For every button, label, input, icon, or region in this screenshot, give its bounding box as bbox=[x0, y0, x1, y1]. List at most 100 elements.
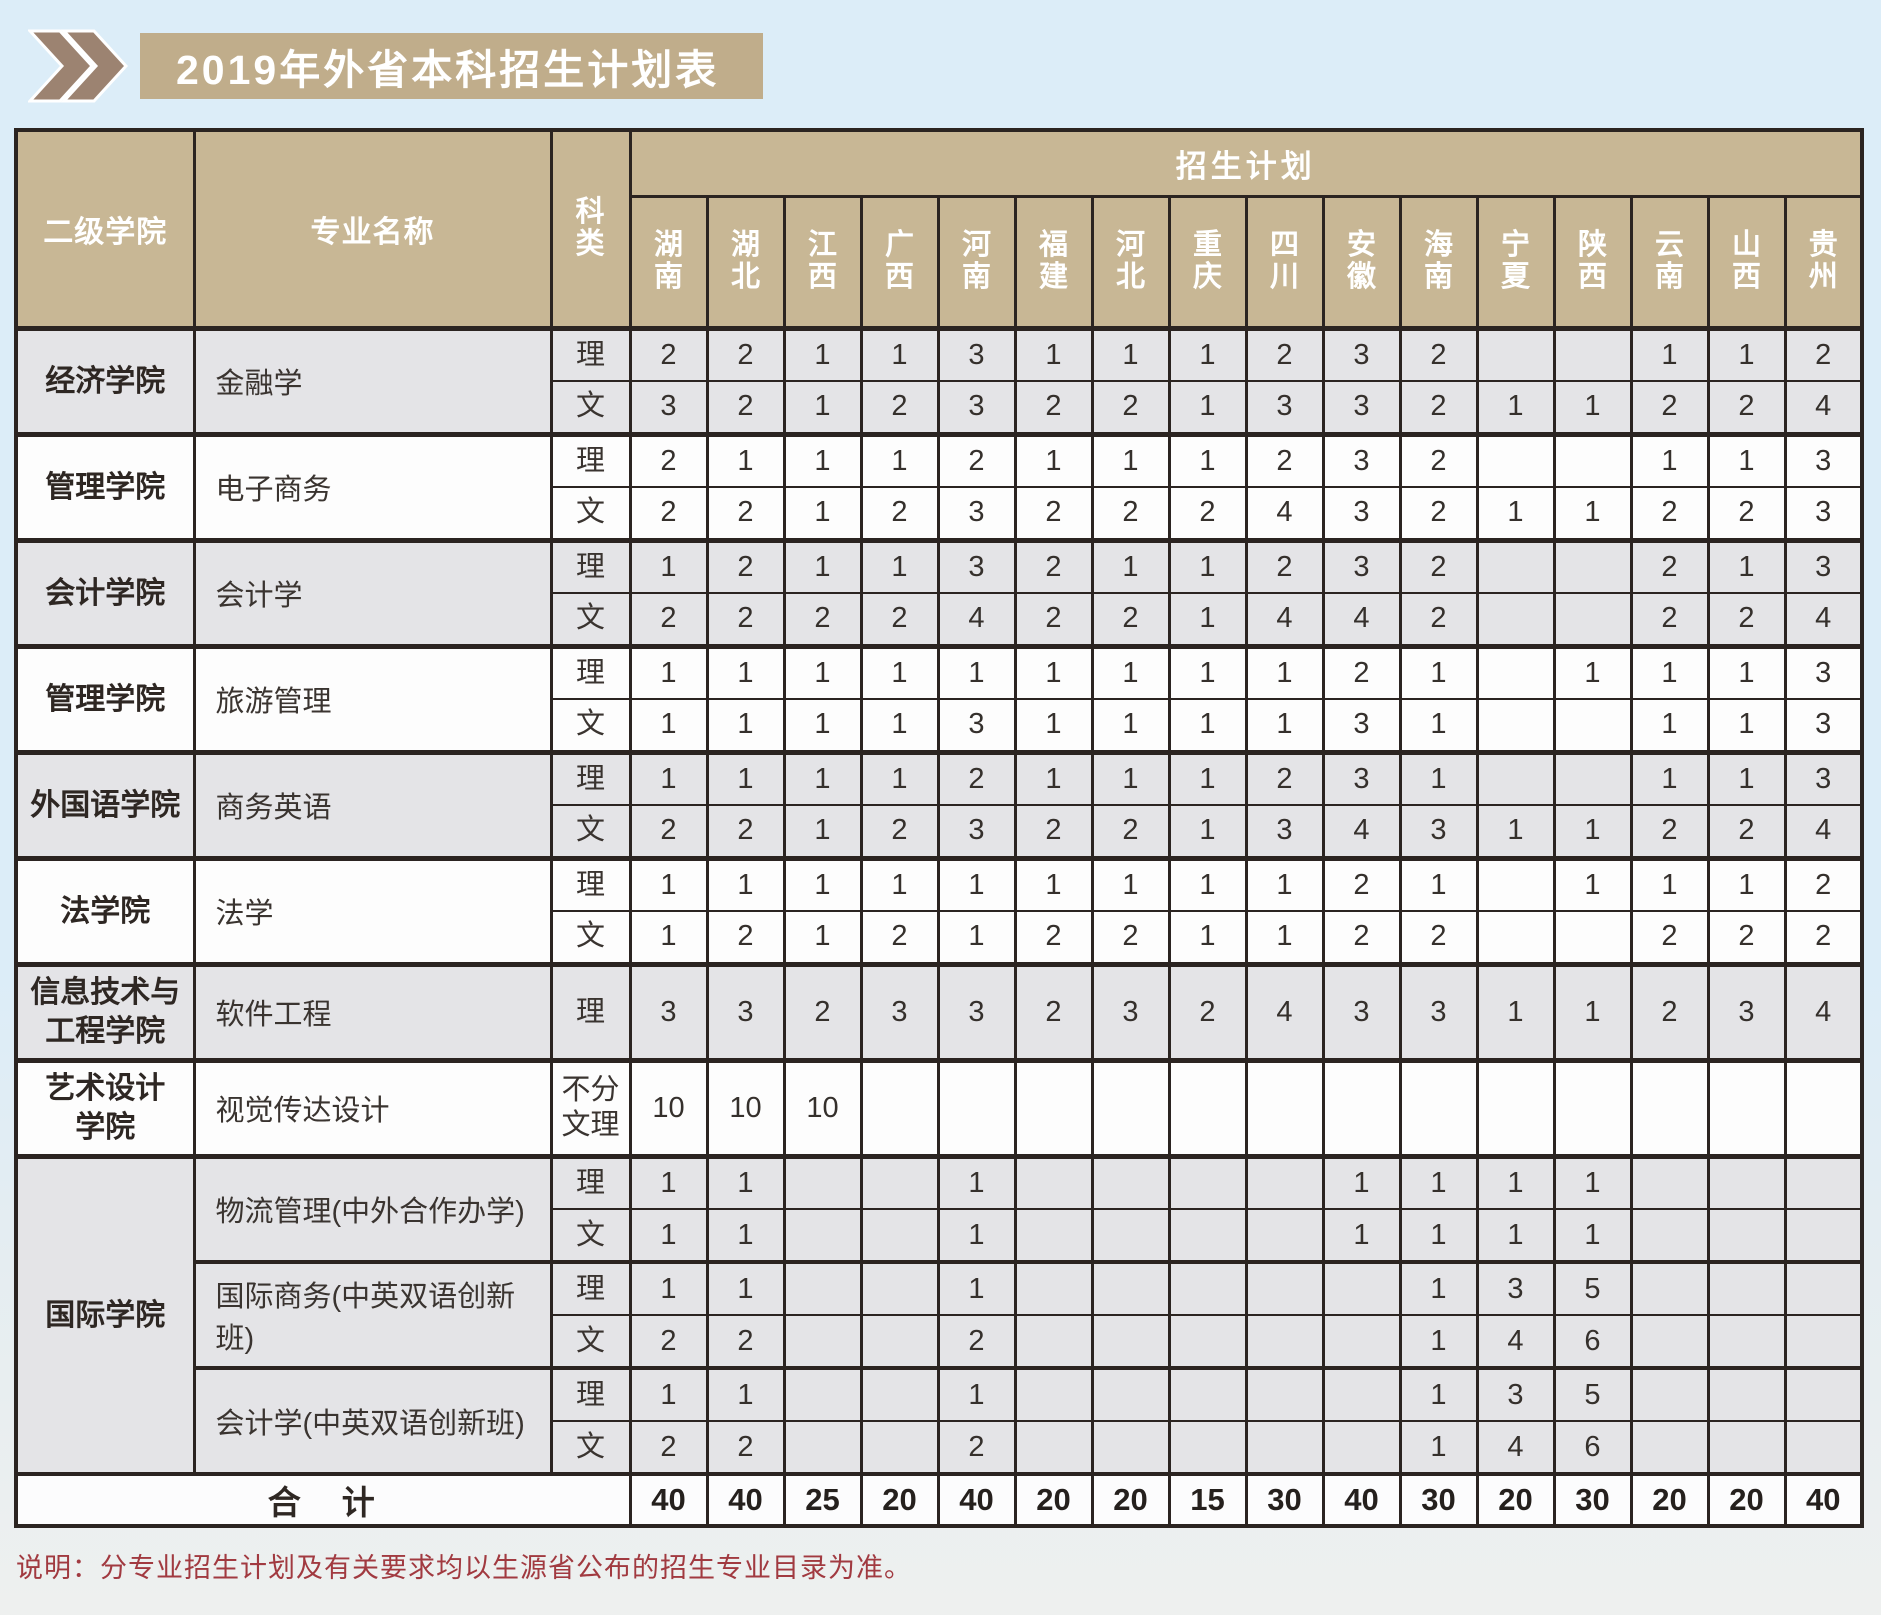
value-cell: 3 bbox=[1783, 698, 1864, 753]
value-cell bbox=[782, 1366, 863, 1422]
value-cell bbox=[1321, 1314, 1402, 1369]
value-cell bbox=[1013, 1366, 1094, 1422]
value-cell: 1 bbox=[1013, 698, 1094, 753]
value-cell bbox=[1706, 1260, 1787, 1316]
college-cell: 会计学院 bbox=[14, 537, 196, 647]
value-cell: 2 bbox=[1013, 486, 1094, 541]
value-cell: 3 bbox=[1398, 804, 1479, 859]
value-cell: 2 bbox=[1629, 910, 1710, 965]
value-cell bbox=[1013, 1420, 1094, 1475]
value-cell: 1 bbox=[936, 1153, 1017, 1210]
value-cell bbox=[1244, 1420, 1325, 1475]
value-cell bbox=[1783, 1420, 1864, 1475]
value-cell bbox=[859, 1208, 940, 1263]
major-cell: 旅游管理 bbox=[192, 643, 553, 753]
province-header: 福建 bbox=[1013, 194, 1094, 331]
value-cell: 3 bbox=[705, 961, 786, 1061]
total-cell: 20 bbox=[1013, 1472, 1094, 1527]
college-cell: 信息技术与 工程学院 bbox=[14, 961, 196, 1061]
value-cell bbox=[1629, 1314, 1710, 1369]
major-cell: 会计学 bbox=[192, 537, 553, 647]
enrollment-plan-table: 二级学院 专业名称 科类 招生计划 湖南湖北江西广西河南福建河北重庆四川安徽海南… bbox=[14, 128, 1864, 1528]
value-cell: 2 bbox=[1398, 537, 1479, 594]
value-cell: 2 bbox=[1398, 486, 1479, 541]
value-cell bbox=[1090, 1314, 1171, 1369]
value-cell: 2 bbox=[859, 804, 940, 859]
major-cell: 商务英语 bbox=[192, 749, 553, 859]
value-cell: 1 bbox=[782, 537, 863, 594]
value-cell bbox=[1167, 1208, 1248, 1263]
value-cell: 1 bbox=[782, 380, 863, 435]
value-cell: 10 bbox=[705, 1057, 786, 1157]
value-cell: 1 bbox=[1090, 643, 1171, 700]
value-cell: 3 bbox=[1244, 804, 1325, 859]
value-cell: 1 bbox=[936, 1260, 1017, 1316]
category-cell: 文 bbox=[549, 804, 632, 859]
category-cell: 文 bbox=[549, 486, 632, 541]
value-cell: 3 bbox=[1475, 1366, 1556, 1422]
value-cell: 1 bbox=[705, 431, 786, 488]
value-cell: 2 bbox=[1629, 486, 1710, 541]
category-cell: 文 bbox=[549, 380, 632, 435]
major-cell: 会计学(中英双语创新班) bbox=[192, 1366, 553, 1475]
total-cell: 15 bbox=[1167, 1472, 1248, 1527]
value-cell bbox=[1090, 1208, 1171, 1263]
value-cell: 3 bbox=[1321, 431, 1402, 488]
value-cell: 1 bbox=[705, 749, 786, 806]
value-cell bbox=[1552, 698, 1633, 753]
total-cell: 40 bbox=[1321, 1472, 1402, 1527]
value-cell: 1 bbox=[705, 1260, 786, 1316]
value-cell: 1 bbox=[1167, 431, 1248, 488]
table-row: 外国语学院 商务英语理 1 1 1 1 2 1 1 1 2 3 1 1 1 3 bbox=[14, 749, 1864, 859]
value-cell bbox=[936, 1057, 1017, 1157]
college-cell: 法学院 bbox=[14, 855, 196, 965]
value-cell bbox=[1244, 1153, 1325, 1210]
value-cell: 2 bbox=[705, 486, 786, 541]
province-header: 海南 bbox=[1398, 194, 1479, 331]
table-row: 国际学院 物流管理(中外合作办学) 理 1 1 1 1 1 1 1 bbox=[14, 1153, 1864, 1475]
total-label: 合 计 bbox=[14, 1472, 632, 1527]
value-cell bbox=[1475, 698, 1556, 753]
value-cell: 4 bbox=[1244, 486, 1325, 541]
major-column-header: 专业名称 bbox=[192, 128, 553, 331]
value-cell: 1 bbox=[1629, 431, 1710, 488]
value-cell: 3 bbox=[936, 961, 1017, 1061]
value-cell bbox=[859, 1314, 940, 1369]
value-cell bbox=[1244, 1366, 1325, 1422]
value-cell: 2 bbox=[1090, 486, 1171, 541]
header-row-top: 二级学院 专业名称 科类 招生计划 bbox=[14, 128, 1864, 331]
total-cell: 40 bbox=[1783, 1472, 1864, 1527]
value-cell: 1 bbox=[936, 643, 1017, 700]
value-cell: 1 bbox=[628, 1260, 709, 1316]
value-cell bbox=[1167, 1366, 1248, 1422]
value-cell bbox=[1706, 1314, 1787, 1369]
total-cell: 20 bbox=[1475, 1472, 1556, 1527]
plan-group-header: 招生计划 bbox=[628, 128, 1864, 198]
province-header: 宁夏 bbox=[1475, 194, 1556, 331]
value-cell: 1 bbox=[1167, 643, 1248, 700]
total-cell: 20 bbox=[1706, 1472, 1787, 1527]
value-cell: 3 bbox=[1321, 537, 1402, 594]
value-cell bbox=[1321, 1260, 1402, 1316]
value-cell bbox=[1013, 1314, 1094, 1369]
value-cell: 1 bbox=[782, 643, 863, 700]
value-cell bbox=[1475, 537, 1556, 594]
value-cell: 1 bbox=[1398, 1208, 1479, 1263]
value-cell: 6 bbox=[1552, 1420, 1633, 1475]
value-cell: 1 bbox=[1398, 1153, 1479, 1210]
value-cell: 2 bbox=[1013, 537, 1094, 594]
value-cell bbox=[1244, 1057, 1325, 1157]
value-cell bbox=[782, 1314, 863, 1369]
total-cell: 40 bbox=[628, 1472, 709, 1527]
value-cell: 1 bbox=[1629, 855, 1710, 912]
value-cell bbox=[1475, 643, 1556, 700]
category-cell: 理 bbox=[549, 1366, 632, 1422]
value-cell: 1 bbox=[1244, 643, 1325, 700]
value-cell: 1 bbox=[1398, 1420, 1479, 1475]
value-cell: 4 bbox=[1783, 592, 1864, 647]
value-cell bbox=[1629, 1153, 1710, 1210]
value-cell: 1 bbox=[1398, 698, 1479, 753]
